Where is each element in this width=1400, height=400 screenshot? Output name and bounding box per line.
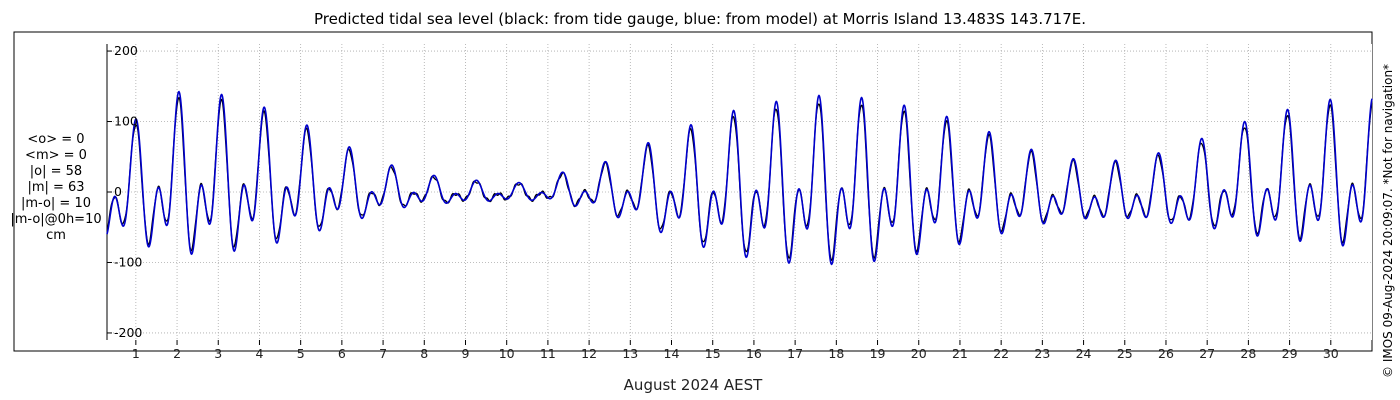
x-tick-label: 25	[1117, 346, 1133, 361]
copyright-note: © IMOS 09-Aug-2024 20:09:07. *Not for na…	[1381, 64, 1395, 378]
x-tick-labels: 1 2 3 4 5 6 7 8 9 10 11 12 13 14 15 16 17 18 19 20 21 22 23 24 2…	[132, 346, 1339, 361]
x-tick-label: 10	[499, 346, 515, 361]
y-tick-label: 200	[114, 43, 138, 58]
stat-abs-diff-0h: |m-o|@0h=10	[10, 212, 102, 227]
stat-abs-model: |m| = 63	[27, 180, 85, 195]
x-tick-label: 30	[1323, 346, 1339, 361]
x-tick-label: 16	[746, 346, 762, 361]
x-tick-label: 22	[993, 346, 1009, 361]
stat-mean-model: <m> = 0	[25, 148, 87, 163]
y-tick-label: 0	[114, 184, 122, 199]
x-tick-label: 27	[1199, 346, 1215, 361]
x-tick-label: 28	[1240, 346, 1256, 361]
stat-abs-diff: |m-o| = 10	[20, 196, 91, 211]
x-tick-label: 8	[420, 346, 428, 361]
grid-lines	[107, 44, 1372, 340]
y-tick-label: -200	[114, 325, 142, 340]
x-tick-label: 15	[705, 346, 721, 361]
y-tick-label: -100	[114, 254, 142, 269]
y-tick-labels: -200 -100 0 100 200	[114, 43, 142, 340]
x-tick-label: 13	[622, 346, 638, 361]
x-tick-label: 3	[214, 346, 222, 361]
x-tick-label: 5	[297, 346, 305, 361]
x-tick-label: 9	[462, 346, 470, 361]
x-tick-label: 1	[132, 346, 140, 361]
x-tick-label: 4	[255, 346, 263, 361]
statistics-panel: <o> = 0 <m> = 0 |o| = 58 |m| = 63 |m-o| …	[0, 132, 112, 244]
stat-mean-observed: <o> = 0	[27, 132, 85, 147]
x-tick-label: 2	[173, 346, 181, 361]
series-model	[106, 90, 1373, 266]
x-tick-label: 7	[379, 346, 387, 361]
axes	[106, 44, 1332, 345]
x-tick-label: 18	[828, 346, 844, 361]
x-tick-label: 21	[952, 346, 968, 361]
x-axis-label: August 2024 AEST	[624, 376, 763, 394]
series-lines	[106, 90, 1373, 266]
x-tick-label: 17	[787, 346, 803, 361]
x-tick-label: 24	[1076, 346, 1092, 361]
stat-unit: cm	[46, 228, 66, 243]
y-tick-label: 100	[114, 114, 138, 129]
x-tick-label: 6	[338, 346, 346, 361]
x-tick-label: 20	[911, 346, 927, 361]
chart-title: Predicted tidal sea level (black: from t…	[314, 10, 1086, 28]
x-tick-label: 29	[1282, 346, 1298, 361]
x-tick-label: 26	[1158, 346, 1174, 361]
x-tick-label: 23	[1034, 346, 1050, 361]
x-tick-label: 14	[664, 346, 680, 361]
x-tick-label: 11	[540, 346, 556, 361]
stat-abs-observed: |o| = 58	[29, 164, 83, 179]
x-tick-label: 19	[870, 346, 886, 361]
x-tick-label: 12	[581, 346, 597, 361]
